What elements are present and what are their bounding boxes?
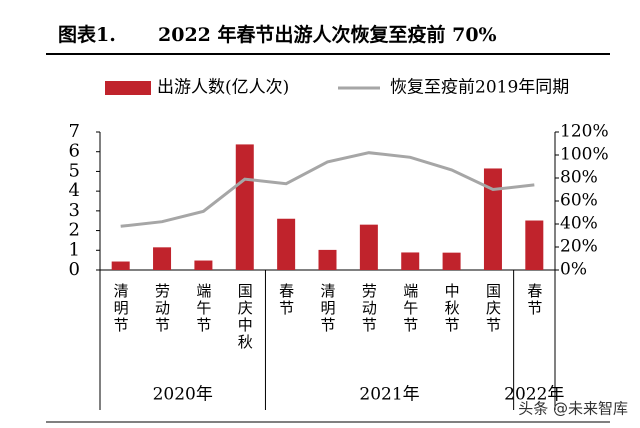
group-label: 2021年 xyxy=(359,385,419,405)
line xyxy=(120,151,535,228)
y2-tick-label: 60% xyxy=(560,191,598,211)
x-tick-label: 中秋节 xyxy=(443,283,461,334)
bar xyxy=(359,224,378,270)
x-tick-label: 国庆中秋 xyxy=(236,283,254,351)
y-tick-label: 3 xyxy=(69,200,80,221)
bar xyxy=(277,218,296,270)
legend-label: 恢复至疫前2019年同期 xyxy=(390,78,569,98)
bar xyxy=(111,261,130,270)
legend-label: 出游人数(亿人次) xyxy=(157,78,289,98)
x-tick-label: 劳动节 xyxy=(360,283,378,334)
bar xyxy=(153,247,172,270)
y-tick-label: 2 xyxy=(69,220,80,241)
bar xyxy=(401,252,420,270)
x-tick-label: 清明节 xyxy=(112,283,130,334)
bar xyxy=(525,220,544,270)
figure-label: 图表1. xyxy=(58,23,116,46)
legend-swatch xyxy=(105,81,151,95)
y-tick-label: 5 xyxy=(69,160,80,181)
y-tick-label: 7 xyxy=(69,121,80,142)
y2-tick-label: 80% xyxy=(560,168,598,188)
bar xyxy=(235,144,254,270)
y2-tick-label: 0% xyxy=(560,260,587,280)
y-tick-label: 0 xyxy=(69,259,80,280)
chart-title: 2022 年春节出游人次恢复至疫前 70% xyxy=(158,23,497,46)
y2-tick-label: 20% xyxy=(560,237,598,257)
y-tick-label: 6 xyxy=(69,141,80,162)
y2-tick-label: 120% xyxy=(560,122,609,142)
bar xyxy=(194,260,213,270)
group-label: 2022年 xyxy=(504,385,564,405)
y2-tick-label: 100% xyxy=(560,145,609,165)
bar xyxy=(318,249,337,270)
bar xyxy=(483,168,502,270)
x-tick-label: 劳动节 xyxy=(153,283,171,334)
group-label: 2020年 xyxy=(153,385,213,405)
y-tick-label: 1 xyxy=(69,239,80,260)
watermark: 头条 @未来智库 xyxy=(518,400,628,418)
bar xyxy=(442,252,461,270)
x-tick-label: 端午节 xyxy=(401,283,419,334)
y-tick-label: 4 xyxy=(69,180,80,201)
x-tick-label: 清明节 xyxy=(319,283,337,334)
x-tick-label: 端午节 xyxy=(194,283,212,334)
x-tick-label: 春节 xyxy=(277,283,295,317)
y2-tick-label: 40% xyxy=(560,214,598,234)
x-tick-label: 国庆节 xyxy=(484,283,502,334)
x-tick-label: 春节 xyxy=(525,283,543,317)
